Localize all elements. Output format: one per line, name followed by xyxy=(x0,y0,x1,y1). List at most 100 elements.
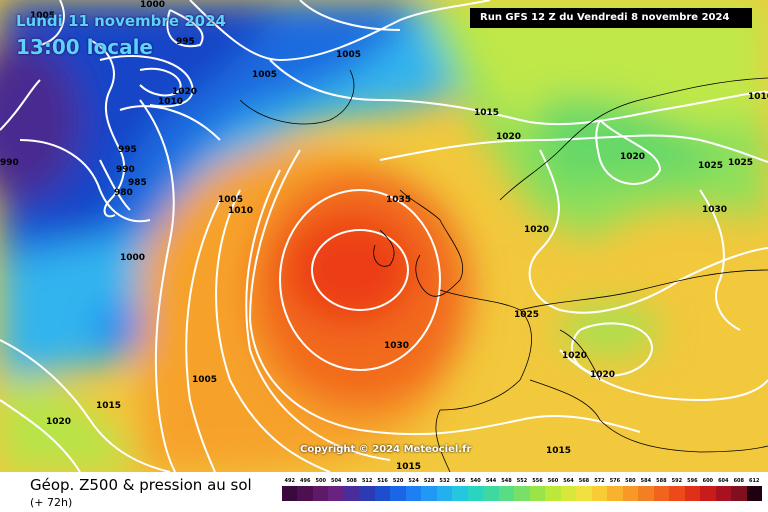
scale-label: 516 xyxy=(377,478,388,484)
svg-text:985: 985 xyxy=(128,178,147,188)
scale-swatch xyxy=(560,486,577,501)
weather-map: 1005 995 1000 1005 1020 1010 1005 1015 1… xyxy=(0,0,768,472)
scale-bar xyxy=(282,486,763,501)
scale-swatch xyxy=(731,486,747,501)
scale-label: 544 xyxy=(485,478,497,484)
scale-label: 588 xyxy=(656,478,667,484)
scale-label: 504 xyxy=(330,478,342,484)
svg-text:1010: 1010 xyxy=(748,92,768,102)
scale-swatch xyxy=(514,486,530,501)
svg-text:990: 990 xyxy=(0,158,19,168)
svg-text:980: 980 xyxy=(114,188,133,198)
scale-label: 496 xyxy=(300,478,311,484)
scale-label: 528 xyxy=(423,478,435,484)
svg-text:1030: 1030 xyxy=(384,341,409,351)
copyright: Copyright © 2024 Meteociel.fr xyxy=(300,444,472,455)
scale-label: 572 xyxy=(594,478,605,484)
svg-text:990: 990 xyxy=(116,165,135,175)
svg-text:1015: 1015 xyxy=(474,108,499,118)
svg-text:1020: 1020 xyxy=(590,370,615,380)
scale-swatch xyxy=(436,486,453,501)
scale-swatch xyxy=(607,486,623,501)
svg-text:1015: 1015 xyxy=(96,401,121,411)
scale-swatch xyxy=(483,486,499,501)
scale-swatch xyxy=(498,486,515,501)
svg-text:1010: 1010 xyxy=(158,97,183,107)
forecast-date: Lundi 11 novembre 2024 xyxy=(16,12,226,30)
scale-label: 608 xyxy=(733,478,744,484)
svg-text:1035: 1035 xyxy=(386,195,411,205)
scale-label: 600 xyxy=(702,478,714,484)
svg-text:1025: 1025 xyxy=(514,310,539,320)
scale-label: 532 xyxy=(439,478,450,484)
scale-label: 576 xyxy=(609,478,621,484)
scale-swatch xyxy=(297,486,313,501)
forecast-time: 13:00 locale xyxy=(16,35,153,59)
legend-subtitle: (+ 72h) xyxy=(30,496,73,509)
svg-text:1020: 1020 xyxy=(496,132,521,142)
scale-label: 520 xyxy=(392,478,404,484)
svg-text:1020: 1020 xyxy=(620,152,645,162)
svg-text:1020: 1020 xyxy=(524,225,549,235)
svg-text:1010: 1010 xyxy=(228,206,253,216)
scale-swatch xyxy=(669,486,685,501)
legend-bar: Géop. Z500 & pression au sol (+ 72h) 492… xyxy=(0,472,768,512)
scale-swatch xyxy=(312,486,329,501)
svg-text:1015: 1015 xyxy=(546,446,571,456)
scale-label: 580 xyxy=(625,478,636,484)
svg-text:1005: 1005 xyxy=(218,195,243,205)
scale-label: 492 xyxy=(284,478,295,484)
svg-text:1000: 1000 xyxy=(140,0,165,10)
scale-label: 556 xyxy=(532,478,543,484)
scale-label: 500 xyxy=(315,478,326,484)
scale-swatch xyxy=(622,486,639,501)
scale-labels: 492 496 500 504 508 512 516 520 524 528 532 536 540 5… xyxy=(282,478,762,484)
scale-swatch xyxy=(452,486,468,501)
scale-swatch xyxy=(405,486,422,501)
scale-label: 524 xyxy=(408,478,419,484)
scale-label: 552 xyxy=(516,478,528,484)
scale-swatch xyxy=(545,486,561,501)
scale-swatch xyxy=(591,486,608,501)
scale-swatch xyxy=(467,486,484,501)
scale-swatch xyxy=(374,486,391,501)
svg-text:1025: 1025 xyxy=(728,158,753,168)
scale-label: 568 xyxy=(578,478,590,484)
svg-text:995: 995 xyxy=(176,37,195,47)
svg-text:1005: 1005 xyxy=(252,70,277,80)
scale-label: 604 xyxy=(718,478,729,484)
svg-text:1015: 1015 xyxy=(396,462,421,472)
scale-swatch xyxy=(390,486,406,501)
svg-text:1005: 1005 xyxy=(336,50,361,60)
scale-label: 536 xyxy=(454,478,466,484)
scale-swatch xyxy=(638,486,654,501)
scale-swatch xyxy=(529,486,546,501)
scale-swatch xyxy=(282,486,298,501)
scale-swatch xyxy=(700,486,716,501)
legend-title: Géop. Z500 & pression au sol xyxy=(30,476,252,494)
coastlines xyxy=(239,69,768,472)
scale-label: 508 xyxy=(346,478,357,484)
scale-swatch xyxy=(576,486,592,501)
scale-swatch xyxy=(359,486,375,501)
scale-swatch xyxy=(746,486,763,501)
isobars xyxy=(0,0,768,472)
scale-label: 612 xyxy=(749,478,760,484)
svg-text:1005: 1005 xyxy=(30,11,55,21)
svg-text:1020: 1020 xyxy=(562,351,587,361)
color-scale: 492 496 500 504 508 512 516 520 524 528 532 536 540 5… xyxy=(282,478,763,501)
scale-swatch xyxy=(328,486,344,501)
svg-text:1025: 1025 xyxy=(698,161,723,171)
scale-label: 596 xyxy=(687,478,698,484)
scale-label: 584 xyxy=(640,478,652,484)
scale-swatch xyxy=(715,486,732,501)
scale-label: 560 xyxy=(547,478,559,484)
svg-text:1005: 1005 xyxy=(192,375,217,385)
scale-swatch xyxy=(653,486,670,501)
svg-text:1030: 1030 xyxy=(702,205,727,215)
svg-text:1020: 1020 xyxy=(46,417,71,427)
svg-text:1000: 1000 xyxy=(120,253,145,263)
scale-swatch xyxy=(421,486,437,501)
scale-swatch xyxy=(343,486,360,501)
svg-text:1020: 1020 xyxy=(172,87,197,97)
